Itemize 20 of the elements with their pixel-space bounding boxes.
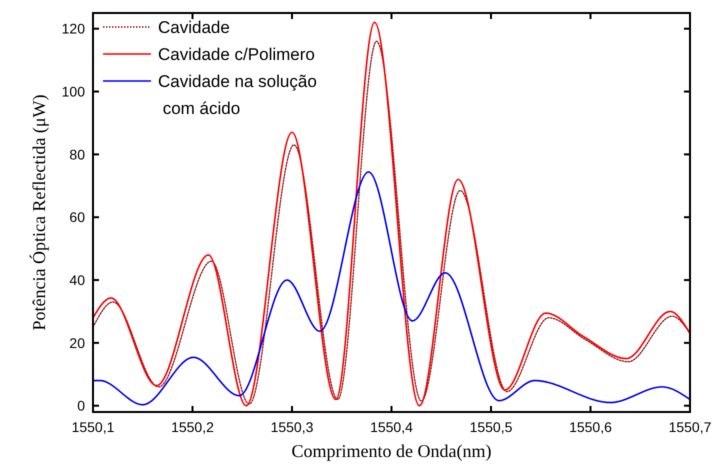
line-series bbox=[93, 171, 690, 406]
y-tick-label: 40 bbox=[69, 272, 86, 288]
x-tick-label: 1550,4 bbox=[370, 419, 414, 435]
x-tick-label: 1550,5 bbox=[470, 419, 513, 435]
y-tick-label: 100 bbox=[62, 84, 86, 100]
y-tick-label: 120 bbox=[62, 20, 86, 37]
y-axis-title: Potência Óptica Reflectida (μW) bbox=[29, 94, 49, 331]
legend-label: Cavidade c/Polimero bbox=[158, 45, 315, 64]
legend-label: Cavidade bbox=[158, 18, 230, 37]
x-tick-label: 1550,6 bbox=[569, 419, 612, 435]
x-tick-label: 1550,2 bbox=[171, 419, 214, 435]
y-tick-label: 80 bbox=[69, 146, 86, 162]
x-tick-label: 1550,1 bbox=[72, 419, 115, 435]
y-tick-label: 0 bbox=[77, 398, 86, 414]
x-axis-title: Comprimento de Onda(nm) bbox=[292, 441, 492, 461]
y-tick-label: 20 bbox=[69, 334, 86, 351]
x-tick-label: 1550,7 bbox=[668, 419, 712, 435]
x-tick-label: 1550,3 bbox=[270, 419, 314, 435]
legend-label: Cavidade na solução com ácido bbox=[158, 72, 317, 118]
y-tick-label: 60 bbox=[69, 209, 86, 226]
